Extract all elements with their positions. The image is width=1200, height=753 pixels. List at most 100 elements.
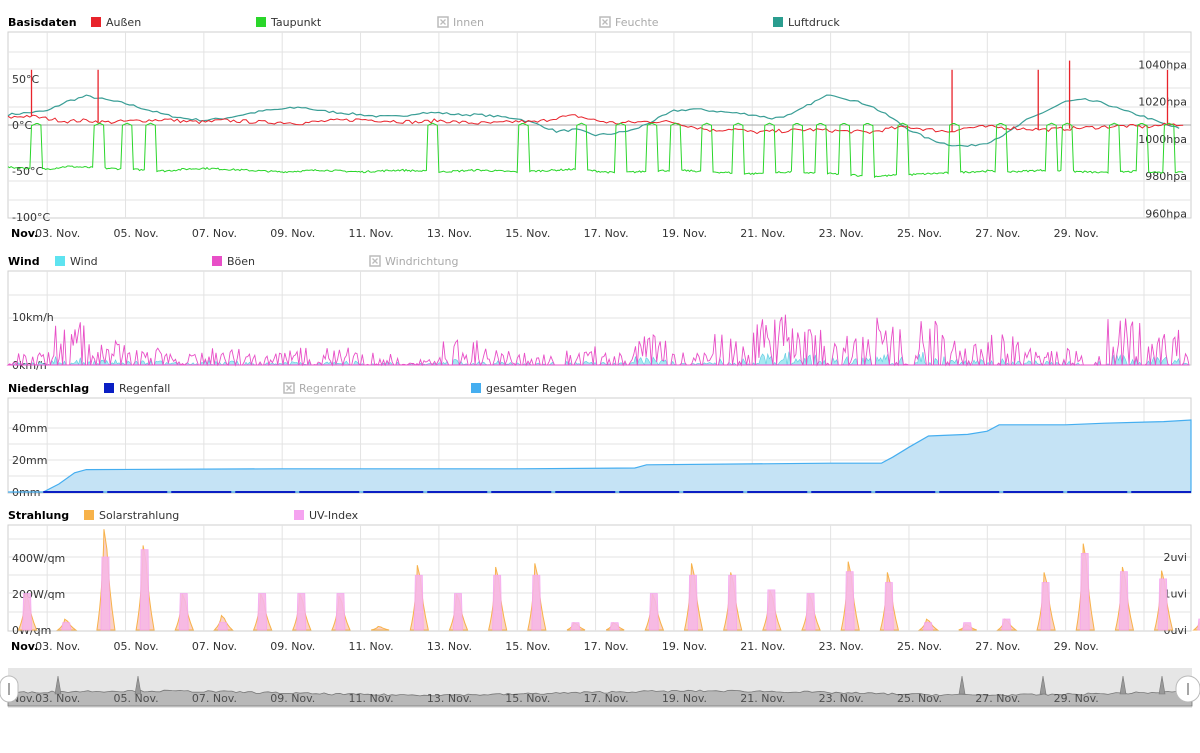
- strahlung-x-tick-6: 13. Nov.: [427, 640, 472, 653]
- basisdaten-y-right-tick-4: 960hpa: [1145, 208, 1187, 221]
- strahlung-plot-area: [7, 524, 1192, 632]
- legend-uv-index-swatch: [294, 510, 304, 520]
- navigator-spike-5: [1158, 675, 1166, 695]
- strahlung-x-tick-3: 07. Nov.: [192, 640, 237, 653]
- uv-index-peak-18: [727, 574, 738, 631]
- navigator-x-tick-7: 15. Nov.: [505, 692, 550, 705]
- navigator-x-tick-3: 07. Nov.: [192, 692, 237, 705]
- basisdaten-y-left-tick-0: 50°C: [12, 73, 39, 86]
- legend-innen-cross-icon: [440, 19, 446, 25]
- uv-index-peak-7: [296, 593, 307, 631]
- legend-boeen-swatch: [212, 256, 222, 266]
- uv-index-peak-3: [139, 549, 150, 631]
- uv-index-peak-22: [883, 582, 894, 631]
- strahlung-y-right-tick-0: 2uvi: [1163, 551, 1187, 564]
- basisdaten-x-tick-13: 27. Nov.: [975, 227, 1020, 240]
- uv-index-peak-25: [1001, 618, 1012, 631]
- basisdaten-x-tick-4: 09. Nov.: [270, 227, 315, 240]
- basisdaten-x-tick-1: 03. Nov.: [35, 227, 80, 240]
- time-navigator[interactable]: Nov. 03. Nov. 05. Nov. 07. Nov. 09. Nov. 11. …: [0, 668, 1200, 708]
- legend-luftdruck-label: Luftdruck: [788, 16, 840, 29]
- strahlung-header: Strahlung Solarstrahlung UV-Index: [8, 509, 359, 522]
- basisdaten-x-tick-7: 15. Nov.: [505, 227, 550, 240]
- legend-regenrate-label: Regenrate: [299, 382, 356, 395]
- basisdaten-x-tick-5: 11. Nov.: [349, 227, 394, 240]
- strahlung-x-tick-5: 11. Nov.: [349, 640, 394, 653]
- strahlung-x-tick-9: 19. Nov.: [662, 640, 707, 653]
- basisdaten-header: Basisdaten Außen Taupunkt Innen Feuchte Luftd…: [8, 16, 840, 29]
- uv-index-peak-16: [648, 593, 659, 631]
- basisdaten-x-tick-6: 13. Nov.: [427, 227, 472, 240]
- uv-index-peak-17: [688, 574, 698, 631]
- legend-wind[interactable]: Wind: [55, 255, 98, 268]
- basisdaten-x-tick-2: 05. Nov.: [114, 227, 159, 240]
- strahlung-y-right-tick-1: 1uvi: [1163, 588, 1187, 601]
- navigator-x-tick-14: 29. Nov.: [1054, 692, 1099, 705]
- legend-luftdruck-swatch: [773, 17, 783, 27]
- basisdaten-y-left-tick-2: -50°C: [12, 165, 43, 178]
- basisdaten-y-right-tick-0: 1040hpa: [1138, 58, 1187, 71]
- wind-header: Wind Wind Böen Windrichtung: [8, 255, 458, 268]
- wind-title: Wind: [8, 255, 40, 268]
- navigator-spike-0: [54, 675, 62, 695]
- uv-index-peak-5: [217, 622, 228, 631]
- basisdaten-x-tick-3: 07. Nov.: [192, 227, 237, 240]
- strahlung-y-left-tick-0: 400W/qm: [12, 552, 65, 565]
- legend-gesamter-regen[interactable]: gesamter Regen: [471, 382, 577, 395]
- legend-solarstrahlung[interactable]: Solarstrahlung: [84, 509, 179, 522]
- navigator-x-tick-11: 23. Nov.: [819, 692, 864, 705]
- basisdaten-x-tick-8: 17. Nov.: [584, 227, 629, 240]
- legend-uv-index[interactable]: UV-Index: [294, 509, 359, 522]
- uv-index-peak-21: [844, 571, 855, 631]
- legend-regenfall[interactable]: Regenfall: [104, 382, 170, 395]
- uv-index-peak-14: [570, 622, 581, 631]
- basisdaten-title: Basisdaten: [8, 16, 77, 29]
- legend-gesamter-regen-swatch: [471, 383, 481, 393]
- basisdaten-x-tick-9: 19. Nov.: [662, 227, 707, 240]
- strahlung-x-tick-7: 15. Nov.: [505, 640, 550, 653]
- uv-index-peak-15: [609, 622, 620, 631]
- legend-aussen[interactable]: Außen: [91, 16, 141, 29]
- legend-wind-label: Wind: [70, 255, 98, 268]
- uv-index-peak-23: [923, 622, 934, 631]
- uv-index-peak-29: [1158, 578, 1168, 631]
- strahlung-y-left-tick-1: 200W/qm: [12, 588, 65, 601]
- uv-index-peak-24: [962, 622, 973, 631]
- legend-regenrate[interactable]: Regenrate: [283, 382, 356, 395]
- uv-index-peak-12: [492, 574, 503, 631]
- legend-feuchte[interactable]: Feuchte: [599, 16, 659, 29]
- navigator-x-tick-4: 09. Nov.: [270, 692, 315, 705]
- navigator-x-tick-10: 21. Nov.: [740, 692, 785, 705]
- navigator-x-tick-12: 25. Nov.: [897, 692, 942, 705]
- navigator-x-tick-2: 05. Nov.: [114, 692, 159, 705]
- basisdaten-x-tick-14: 29. Nov.: [1054, 227, 1099, 240]
- uv-index-peak-28: [1119, 571, 1129, 631]
- legend-innen[interactable]: Innen: [437, 16, 484, 29]
- basisdaten-chart: 50°C 0°C -50°C -100°C 1040hpa 1020hpa 1000hpa 9…: [7, 31, 1192, 240]
- navigator-spike-1: [134, 675, 142, 695]
- basisdaten-y-right-tick-3: 980hpa: [1145, 170, 1187, 183]
- legend-feuchte-label: Feuchte: [615, 16, 659, 29]
- legend-boeen[interactable]: Böen: [212, 255, 255, 268]
- uv-index-peak-27: [1079, 552, 1090, 631]
- navigator-x-tick-13: 27. Nov.: [975, 692, 1020, 705]
- legend-taupunkt[interactable]: Taupunkt: [256, 16, 322, 29]
- uv-index-peak-11: [453, 593, 463, 631]
- legend-wind-swatch: [55, 256, 65, 266]
- legend-regenrate-cross-icon: [286, 385, 292, 391]
- navigator-x-tick-1: 03. Nov.: [35, 692, 80, 705]
- legend-windrichtung-label: Windrichtung: [385, 255, 458, 268]
- boeen-line: [6, 314, 1190, 367]
- wind-y-tick-1: 0km/h: [12, 359, 47, 372]
- strahlung-x-tick-8: 17. Nov.: [584, 640, 629, 653]
- navigator-spike-3: [1039, 675, 1047, 695]
- legend-windrichtung[interactable]: Windrichtung: [369, 255, 458, 268]
- strahlung-x-tick-1: 03. Nov.: [35, 640, 80, 653]
- legend-luftdruck[interactable]: Luftdruck: [773, 16, 840, 29]
- strahlung-x-tick-0: Nov.: [11, 640, 38, 653]
- uv-index-peak-19: [766, 589, 777, 631]
- niederschlag-y-tick-0: 40mm: [12, 422, 47, 435]
- strahlung-x-tick-12: 25. Nov.: [897, 640, 942, 653]
- basisdaten-x-tick-11: 23. Nov.: [819, 227, 864, 240]
